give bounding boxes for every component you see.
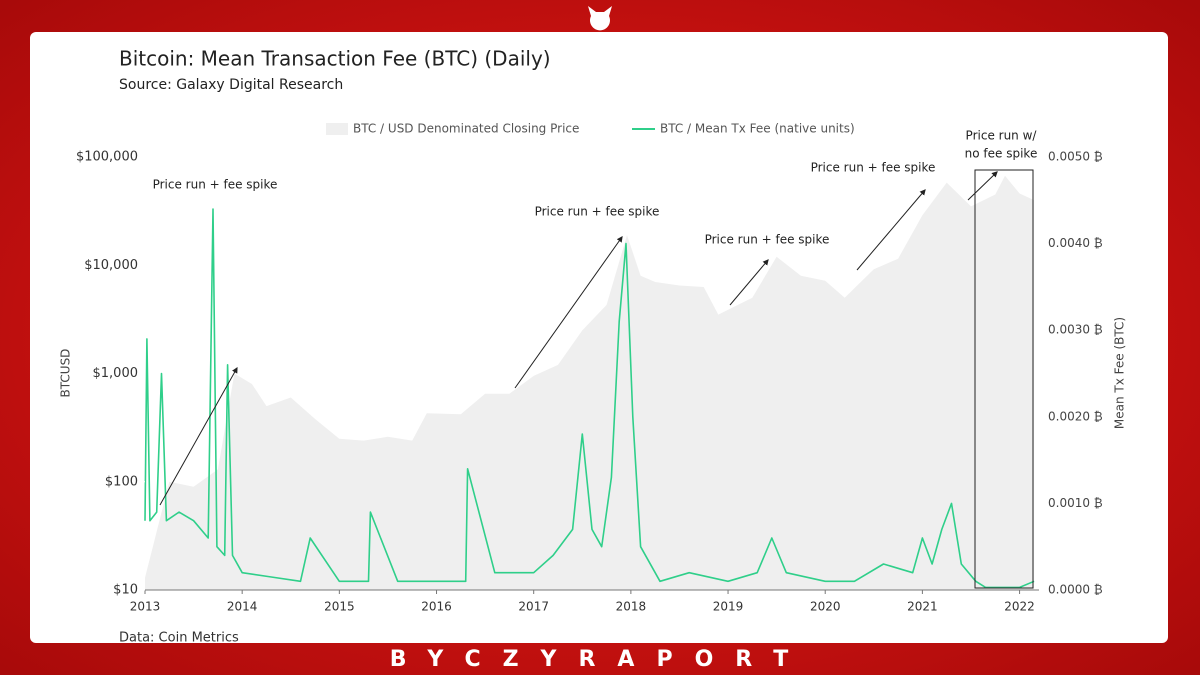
y-axis-title: BTCUSD	[59, 349, 73, 398]
y-tick-label: $100,000	[76, 150, 138, 165]
y2-tick-label: 0.0010 ₿	[1048, 496, 1103, 510]
annotation: Price run + fee spike	[705, 233, 830, 247]
logo	[588, 6, 612, 31]
arrow	[967, 171, 998, 201]
y2-tick-label: 0.0050 ₿	[1048, 150, 1103, 164]
arrows	[159, 171, 998, 506]
x-tick-label: 2016	[421, 600, 452, 614]
source: Data: Coin Metrics	[119, 631, 239, 646]
annotation: Price run + fee spike	[153, 178, 278, 192]
annotation: Price run + fee spike	[535, 205, 660, 219]
annotation: Price run + fee spike	[811, 161, 936, 175]
x-tick-label: 2018	[616, 600, 647, 614]
annotation: Price run w/	[966, 129, 1038, 143]
annotation: no fee spike	[965, 147, 1038, 161]
x-tick-label: 2013	[130, 600, 161, 614]
x-tick-label: 2022	[1004, 600, 1035, 614]
y2-tick-label: 0.0030 ₿	[1048, 323, 1103, 337]
chart-title: Bitcoin: Mean Transaction Fee (BTC) (Dai…	[119, 47, 551, 71]
arrow	[159, 366, 238, 506]
subtitle: Source: Galaxy Digital Research	[119, 77, 343, 93]
x-tick-label: 2019	[713, 600, 744, 614]
y2-tick-label: 0.0020 ₿	[1048, 409, 1103, 423]
fee-line	[144, 208, 1035, 589]
x-tick-label: 2015	[324, 600, 355, 614]
y-tick-label: $10	[113, 583, 138, 598]
arrow	[514, 236, 623, 389]
x-tick-label: 2014	[227, 600, 258, 614]
arrow	[856, 189, 926, 271]
y-tick-label: $100	[105, 474, 138, 489]
legend-swatch	[326, 123, 348, 135]
x-tick-label: 2021	[907, 600, 938, 614]
y-tick-label: $10,000	[84, 258, 138, 273]
y-tick-label: $1,000	[93, 366, 139, 381]
plot: 2013 2014 2015 2016 2017 2018 2019 2020 2021 2022…	[76, 122, 1103, 614]
highlight-box	[974, 169, 1034, 589]
x-tick-label: 2020	[810, 600, 841, 614]
y2-axis-title: Mean Tx Fee (BTC)	[1113, 317, 1127, 429]
brand: BYCZYRAPORT	[390, 647, 811, 672]
arrow	[729, 259, 769, 306]
legend-label: BTC / Mean Tx Fee (native units)	[660, 122, 855, 136]
legend-label: BTC / USD Denominated Closing Price	[353, 122, 579, 136]
price-area	[145, 175, 1035, 591]
x-tick-label: 2017	[518, 600, 549, 614]
y2-tick-label: 0.0040 ₿	[1048, 236, 1103, 250]
y2-tick-label: 0.0000 ₿	[1048, 583, 1103, 597]
